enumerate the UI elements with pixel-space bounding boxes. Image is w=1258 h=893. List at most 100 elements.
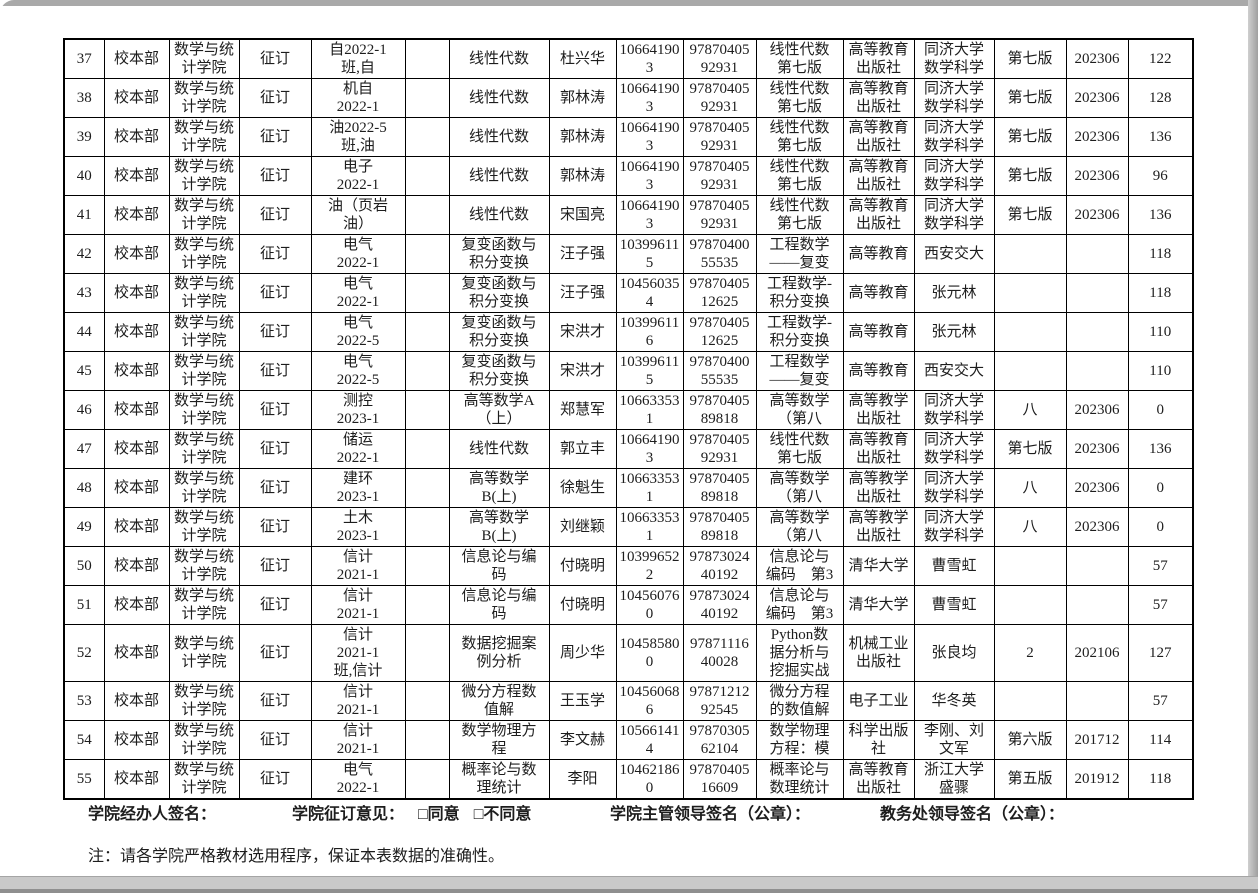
cell-teacher: 汪子强 xyxy=(548,234,617,274)
cell-book-title: 线性代数 第七版 xyxy=(755,429,844,469)
cell-seq: 44 xyxy=(63,312,105,352)
cell-book-number: 10456076 0 xyxy=(615,585,684,625)
cell-college: 数学与统 计学院 xyxy=(168,312,240,352)
cell-isbn: 97870405 92931 xyxy=(682,78,757,118)
cell-order-type: 征订 xyxy=(238,78,312,118)
cell-book-number: 10664190 3 xyxy=(615,195,684,235)
cell-order-type: 征订 xyxy=(238,390,312,430)
cell-isbn: 97870305 62104 xyxy=(682,720,757,760)
cell-course: 高等数学 B(上) xyxy=(448,468,550,508)
cell-publisher: 高等教育 xyxy=(842,234,915,274)
signature-row: 学院经办人签名： 学院征订意见： □同意 □不同意 学院主管领导签名（公章）： 教务… xyxy=(0,800,1258,824)
cell-campus: 校本部 xyxy=(103,195,170,235)
cell-class: 自2022-1 班,自 xyxy=(310,38,406,79)
cell-isbn: 97873024 40192 xyxy=(682,546,757,586)
cell-blank xyxy=(404,585,450,625)
table-row: 53 校本部 数学与统 计学院 征订 信计 2021-1 微分方程数 值解 王玉… xyxy=(63,681,1194,721)
cell-class: 测控 2023-1 xyxy=(310,390,406,430)
cell-publish-date xyxy=(1065,585,1129,625)
cell-author: 浙江大学 盛骤 xyxy=(913,759,995,800)
cell-course: 线性代数 xyxy=(448,195,550,235)
opinion-label: 学院征订意见： xyxy=(292,806,405,823)
textbook-order-table: 37 校本部 数学与统 计学院 征订 自2022-1 班,自 线性代数 杜兴华 … xyxy=(63,38,1194,800)
cell-course: 概率论与数 理统计 xyxy=(448,759,550,800)
cell-blank xyxy=(404,624,450,682)
cell-publisher: 高等教育 出版社 xyxy=(842,429,915,469)
cell-seq: 39 xyxy=(63,117,105,157)
cell-seq: 55 xyxy=(63,759,105,800)
cell-course: 复变函数与 积分变换 xyxy=(448,351,550,391)
cell-edition: 第七版 xyxy=(993,38,1067,79)
cell-book-title: 线性代数 第七版 xyxy=(755,117,844,157)
cell-publisher: 机械工业 出版社 xyxy=(842,624,915,682)
cell-edition xyxy=(993,351,1067,391)
cell-class: 信计 2021-1 xyxy=(310,546,406,586)
cell-blank xyxy=(404,468,450,508)
cell-isbn: 97870400 55535 xyxy=(682,234,757,274)
cell-publisher: 高等教育 xyxy=(842,273,915,313)
cell-edition: 2 xyxy=(993,624,1067,682)
cell-isbn: 97870405 92931 xyxy=(682,156,757,196)
cell-edition: 第七版 xyxy=(993,78,1067,118)
note-text: 注：请各学院严格教材选用程序，保证本表数据的准确性。 xyxy=(88,848,505,865)
operator-sign-label: 学院经办人签名： xyxy=(88,806,217,823)
cell-book-title: 工程数学- 积分变换 xyxy=(755,273,844,313)
cell-class: 电气 2022-1 xyxy=(310,273,406,313)
cell-publisher: 高等教育 出版社 xyxy=(842,38,915,79)
cell-publisher: 清华大学 xyxy=(842,585,915,625)
cell-teacher: 周少华 xyxy=(548,624,617,682)
cell-campus: 校本部 xyxy=(103,351,170,391)
cell-quantity: 136 xyxy=(1127,429,1194,469)
cell-quantity: 118 xyxy=(1127,759,1194,800)
cell-college: 数学与统 计学院 xyxy=(168,624,240,682)
table-row: 40 校本部 数学与统 计学院 征订 电子 2022-1 线性代数 郭林涛 10… xyxy=(63,156,1194,196)
cell-campus: 校本部 xyxy=(103,468,170,508)
cell-blank xyxy=(404,195,450,235)
cell-publisher: 高等教育 出版社 xyxy=(842,759,915,800)
cell-teacher: 郭林涛 xyxy=(548,78,617,118)
cell-order-type: 征订 xyxy=(238,312,312,352)
cell-publisher: 高等教学 出版社 xyxy=(842,468,915,508)
cell-book-title: 高等数学 （第八 xyxy=(755,390,844,430)
cell-campus: 校本部 xyxy=(103,234,170,274)
cell-quantity: 57 xyxy=(1127,546,1194,586)
cell-publish-date xyxy=(1065,351,1129,391)
opinion-section: 学院征订意见： □同意 □不同意 xyxy=(292,800,531,824)
cell-seq: 52 xyxy=(63,624,105,682)
cell-course: 复变函数与 积分变换 xyxy=(448,273,550,313)
table-row: 50 校本部 数学与统 计学院 征订 信计 2021-1 信息论与编 码 付晓明… xyxy=(63,546,1194,586)
cell-isbn: 97870405 92931 xyxy=(682,195,757,235)
cell-course: 数学物理方 程 xyxy=(448,720,550,760)
cell-order-type: 征订 xyxy=(238,681,312,721)
cell-author: 李刚、刘 文军 xyxy=(913,720,995,760)
cell-book-number: 10399611 6 xyxy=(615,312,684,352)
cell-isbn: 97870405 89818 xyxy=(682,468,757,508)
cell-course: 线性代数 xyxy=(448,78,550,118)
cell-quantity: 118 xyxy=(1127,273,1194,313)
cell-quantity: 127 xyxy=(1127,624,1194,682)
cell-campus: 校本部 xyxy=(103,78,170,118)
table-row: 43 校本部 数学与统 计学院 征订 电气 2022-1 复变函数与 积分变换 … xyxy=(63,273,1194,313)
cell-blank xyxy=(404,312,450,352)
cell-quantity: 57 xyxy=(1127,681,1194,721)
cell-isbn: 97871212 92545 xyxy=(682,681,757,721)
cell-teacher: 李文赫 xyxy=(548,720,617,760)
cell-class: 土木 2023-1 xyxy=(310,507,406,547)
cell-campus: 校本部 xyxy=(103,759,170,800)
cell-college: 数学与统 计学院 xyxy=(168,78,240,118)
cell-quantity: 0 xyxy=(1127,507,1194,547)
cell-college: 数学与统 计学院 xyxy=(168,156,240,196)
cell-author: 西安交大 xyxy=(913,351,995,391)
table-row: 39 校本部 数学与统 计学院 征订 油2022-5 班,油 线性代数 郭林涛 … xyxy=(63,117,1194,157)
cell-book-number: 10399652 2 xyxy=(615,546,684,586)
cell-author: 张元林 xyxy=(913,273,995,313)
cell-edition: 第七版 xyxy=(993,429,1067,469)
cell-isbn: 97870405 89818 xyxy=(682,390,757,430)
cell-seq: 37 xyxy=(63,38,105,79)
cell-author: 同济大学 数学科学 xyxy=(913,507,995,547)
cell-order-type: 征订 xyxy=(238,468,312,508)
cell-seq: 45 xyxy=(63,351,105,391)
cell-publish-date: 202306 xyxy=(1065,195,1129,235)
cell-edition xyxy=(993,234,1067,274)
